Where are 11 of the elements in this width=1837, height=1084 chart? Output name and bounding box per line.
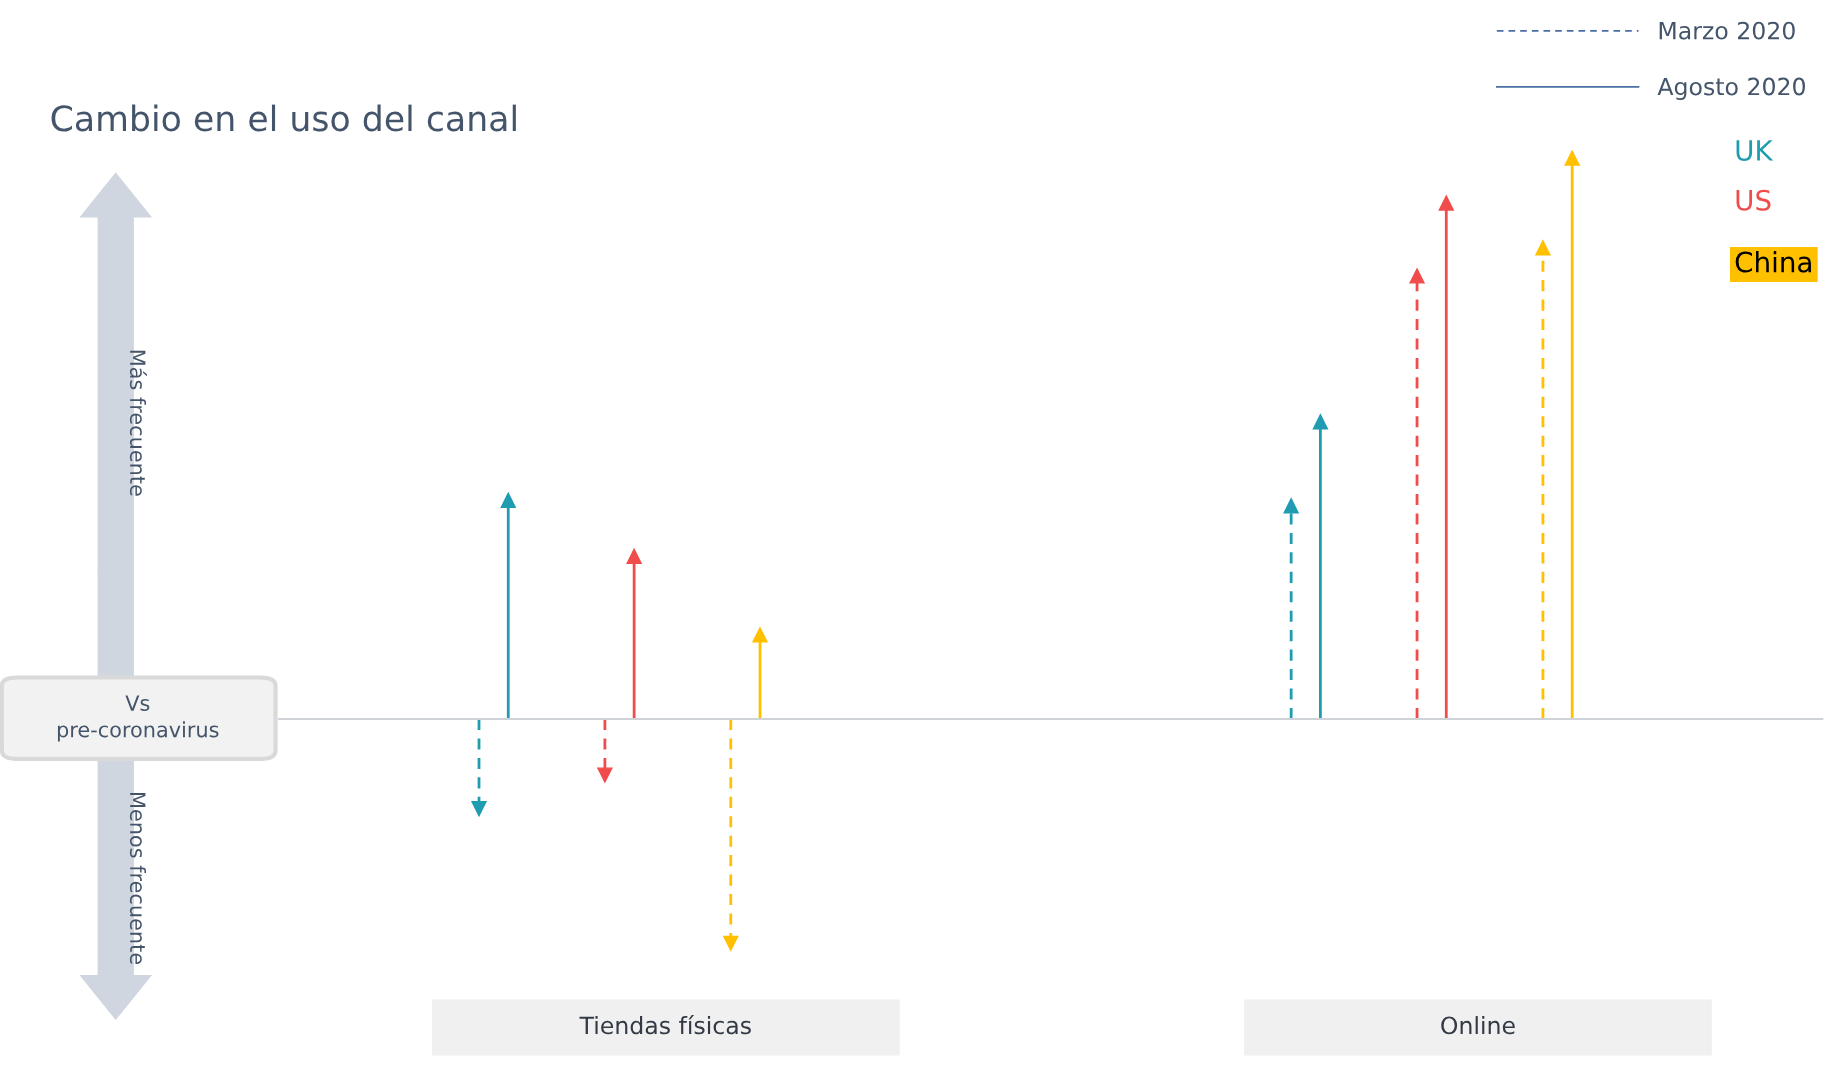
- text: US: [1736, 189, 1771, 211]
- text: UK: [1736, 140, 1774, 161]
- text: Vs pre-coronavirus: [57, 695, 219, 742]
- text: Agosto 2020: [1657, 77, 1805, 101]
- text: China: [1735, 251, 1811, 273]
- text: Más frecuente: [129, 350, 147, 496]
- chart-title: Cambio en el uso del canal: [51, 104, 516, 132]
- text: Menos frecuente: [129, 793, 147, 964]
- x-tick-label: Online: [1441, 1016, 1515, 1035]
- text: Marzo 2020: [1659, 21, 1795, 40]
- x-tick-label: Tiendas físicas: [579, 1015, 751, 1035]
